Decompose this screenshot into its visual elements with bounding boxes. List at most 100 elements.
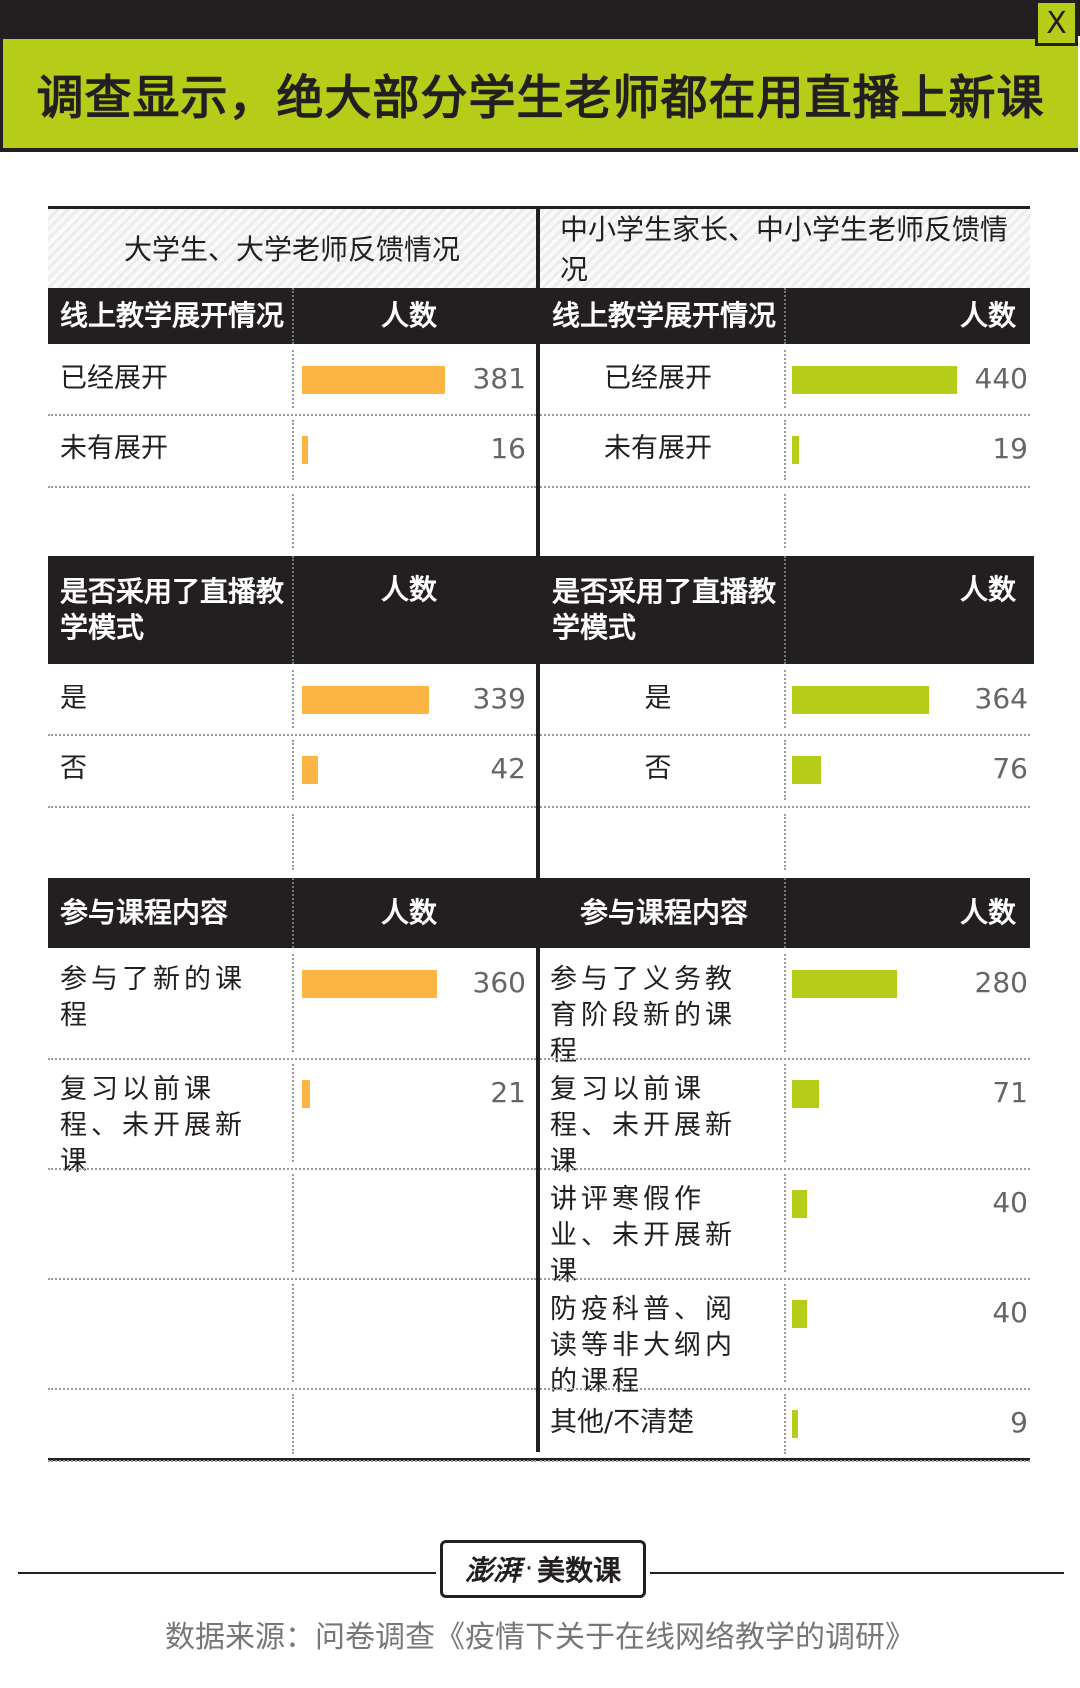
row-label: 否 bbox=[644, 753, 672, 784]
data-bar bbox=[302, 970, 437, 998]
row-rule bbox=[48, 1058, 536, 1060]
data-value: 364 bbox=[974, 682, 1028, 715]
data-bar bbox=[792, 686, 929, 714]
section-count-header: 人数 bbox=[959, 896, 1016, 929]
data-bar bbox=[792, 756, 821, 784]
section-header-bg bbox=[540, 556, 1034, 664]
row-divider bbox=[292, 350, 294, 408]
data-bar bbox=[302, 366, 445, 394]
empty-cell-divider bbox=[292, 1394, 294, 1454]
row-divider bbox=[292, 954, 294, 1052]
spacer-divider bbox=[784, 814, 786, 870]
data-bar bbox=[792, 1300, 807, 1328]
row-rule bbox=[540, 1388, 1030, 1390]
row-rule bbox=[48, 806, 536, 808]
row-label: 是 bbox=[644, 683, 672, 714]
source-note: 数据来源：问卷调查《疫情下关于在线网络教学的调研》 bbox=[165, 1620, 915, 1655]
row-rule bbox=[48, 1388, 536, 1390]
section-count-header: 人数 bbox=[959, 299, 1016, 332]
row-label: 复习以前课程、未开展新课 bbox=[60, 1074, 246, 1177]
close-icon[interactable]: X bbox=[1035, 0, 1078, 46]
logo-script: 澎湃 bbox=[464, 1554, 521, 1587]
header-divider bbox=[784, 288, 786, 344]
row-label: 未有展开 bbox=[60, 433, 168, 464]
row-rule bbox=[540, 1168, 1030, 1170]
row-label: 参与了义务教育阶段新的课程 bbox=[550, 964, 736, 1067]
row-label: 是 bbox=[60, 683, 87, 714]
top-bar bbox=[0, 0, 1080, 36]
data-value: 339 bbox=[472, 682, 526, 715]
header-divider bbox=[784, 556, 786, 664]
row-rule bbox=[48, 734, 536, 736]
spacer-divider bbox=[784, 494, 786, 548]
row-rule bbox=[540, 734, 1030, 736]
data-bar bbox=[792, 1080, 819, 1108]
spacer-divider bbox=[292, 814, 294, 870]
row-divider bbox=[784, 350, 786, 408]
row-divider bbox=[784, 670, 786, 728]
row-label: 讲评寒假作业、未开展新课 bbox=[550, 1184, 736, 1287]
row-divider bbox=[784, 1174, 786, 1272]
row-label: 其他/不清楚 bbox=[550, 1407, 695, 1438]
section-header-label: 线上教学展开情况 bbox=[60, 299, 285, 332]
row-divider bbox=[784, 1284, 786, 1382]
data-value: 280 bbox=[974, 966, 1028, 999]
footer-rule-right bbox=[650, 1572, 1064, 1574]
row-divider bbox=[784, 1064, 786, 1162]
row-rule bbox=[540, 1460, 1030, 1462]
data-bar bbox=[302, 686, 429, 714]
logo-text: 美数课 bbox=[537, 1554, 622, 1587]
row-label: 参与了新的课程 bbox=[60, 964, 246, 1031]
center-divider bbox=[536, 206, 540, 1452]
section-header-label: 参与课程内容 bbox=[579, 896, 748, 929]
empty-cell-divider bbox=[292, 1174, 294, 1272]
data-value: 21 bbox=[490, 1076, 526, 1109]
data-bar bbox=[302, 1080, 310, 1108]
row-divider bbox=[292, 420, 294, 480]
section-count-header: 人数 bbox=[380, 896, 437, 929]
data-bar bbox=[792, 970, 897, 998]
header-divider bbox=[292, 878, 294, 948]
row-divider bbox=[784, 420, 786, 480]
row-label: 已经展开 bbox=[60, 363, 168, 394]
empty-cell-divider bbox=[292, 1284, 294, 1382]
data-bar bbox=[302, 436, 308, 464]
table-bottom-rule bbox=[48, 1458, 1030, 1461]
row-rule bbox=[48, 1278, 536, 1280]
data-value: 76 bbox=[992, 752, 1028, 785]
section-count-header: 人数 bbox=[380, 299, 437, 332]
chart-title: 调查显示，绝大部分学生老师都在用直播上新课 bbox=[0, 36, 1078, 152]
row-divider bbox=[292, 740, 294, 800]
logo-dot: · bbox=[524, 1554, 534, 1584]
data-value: 42 bbox=[490, 752, 526, 785]
footer-rule-left bbox=[18, 1572, 436, 1574]
data-value: 360 bbox=[472, 966, 526, 999]
row-rule bbox=[540, 1278, 1030, 1280]
panel-heading: 中小学生家长、中小学生老师反馈情况 bbox=[540, 208, 1030, 288]
spacer-divider bbox=[292, 494, 294, 548]
row-divider bbox=[784, 1394, 786, 1454]
header-divider bbox=[292, 288, 294, 344]
row-divider bbox=[292, 670, 294, 728]
row-rule bbox=[48, 414, 536, 416]
row-rule bbox=[48, 1460, 536, 1462]
header-divider bbox=[292, 556, 294, 664]
data-value: 16 bbox=[490, 432, 526, 465]
data-value: 40 bbox=[992, 1296, 1028, 1329]
row-rule bbox=[48, 486, 536, 488]
data-bar bbox=[302, 756, 318, 784]
section-header-label: 线上教学展开情况 bbox=[552, 299, 777, 332]
data-value: 440 bbox=[974, 362, 1028, 395]
header-divider bbox=[784, 878, 786, 948]
row-label: 未有展开 bbox=[604, 433, 712, 464]
data-value: 71 bbox=[992, 1076, 1028, 1109]
data-value: 40 bbox=[992, 1186, 1028, 1219]
row-label: 复习以前课程、未开展新课 bbox=[550, 1074, 736, 1177]
section-header-label: 是否采用了直播教学模式 bbox=[60, 575, 285, 644]
row-rule bbox=[540, 486, 1030, 488]
data-bar bbox=[792, 1190, 807, 1218]
section-count-header: 人数 bbox=[959, 573, 1016, 606]
row-label: 防疫科普、阅读等非大纲内的课程 bbox=[550, 1294, 736, 1397]
section-count-header: 人数 bbox=[380, 573, 437, 606]
row-rule bbox=[540, 1058, 1030, 1060]
